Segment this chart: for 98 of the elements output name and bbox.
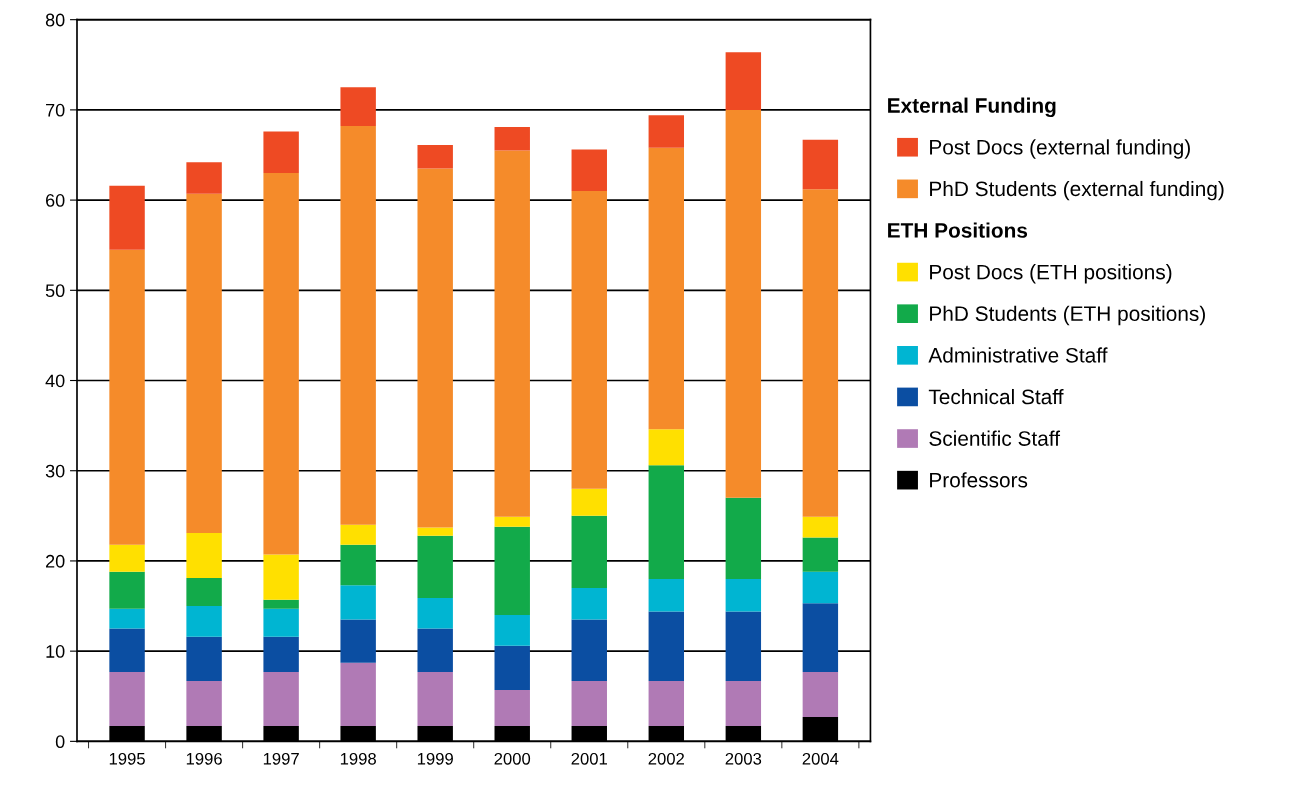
bar [725, 497, 762, 579]
bar [340, 524, 376, 545]
y-tick-label: 10 [46, 645, 65, 658]
bar [109, 608, 145, 629]
bar [648, 680, 685, 727]
x-tick-label: 2000 [494, 752, 531, 765]
bar [725, 52, 762, 110]
bar [340, 619, 376, 663]
bar [340, 87, 376, 127]
legend-label: Post Docs (ETH positions) [930, 264, 1172, 284]
bar [494, 526, 530, 616]
legend-label: PhD Students (external funding) [930, 180, 1224, 201]
bar [340, 126, 376, 525]
bar [571, 619, 607, 681]
bar [648, 578, 685, 612]
bar [725, 578, 762, 612]
bar [186, 606, 222, 637]
y-tick-label: 0 [55, 735, 65, 749]
x-tick-label: 1995 [109, 752, 145, 765]
y-tick-label: 50 [45, 284, 65, 298]
y-tick-label: 80 [45, 13, 65, 27]
x-tick-label: 2003 [725, 752, 762, 765]
legend-label: Scientific Staff [929, 430, 1061, 446]
bar [109, 185, 145, 250]
bar [109, 671, 145, 727]
bar [648, 147, 685, 430]
bar [186, 162, 222, 194]
y-tick-label: 20 [46, 554, 65, 568]
bar [417, 145, 453, 169]
text: External Funding [888, 97, 1056, 118]
legend-label: Administrative Staff [928, 347, 1108, 363]
bar [417, 527, 453, 536]
bar [725, 109, 762, 498]
bar [263, 599, 299, 609]
bar [494, 127, 530, 151]
bar [802, 139, 839, 190]
bar [263, 671, 299, 727]
bar [417, 628, 453, 672]
bar [571, 515, 607, 588]
y-tick-label: 60 [46, 194, 65, 207]
bar [494, 615, 530, 646]
bar [802, 571, 839, 604]
bar [340, 585, 376, 620]
bar [340, 662, 376, 727]
y-tick-label: 40 [45, 374, 65, 388]
bar [186, 680, 222, 727]
bar [186, 636, 222, 681]
bar [417, 168, 453, 528]
bar [571, 680, 607, 727]
bar [494, 150, 530, 517]
bar [802, 537, 839, 572]
bar [417, 671, 453, 727]
bar [494, 689, 530, 727]
bar [263, 131, 299, 174]
bar [571, 488, 607, 516]
bar [648, 465, 685, 579]
bar [494, 645, 530, 690]
legend-label: Post Docs (external funding) [930, 139, 1190, 159]
bar [186, 532, 222, 579]
bar [648, 429, 685, 466]
bar [263, 608, 299, 637]
x-tick-label: 1999 [417, 752, 453, 765]
x-tick-label: 2004 [802, 752, 839, 765]
y-tick-label: 70 [46, 103, 65, 117]
bar [802, 671, 839, 717]
bar [648, 115, 685, 148]
bar [802, 189, 839, 517]
bar [802, 603, 839, 672]
bar [186, 193, 222, 533]
bar [109, 628, 145, 672]
legend-label: Technical Staff [928, 388, 1064, 405]
bar [263, 173, 299, 555]
bar [340, 544, 376, 586]
bar [725, 611, 762, 681]
x-tick-label: 2001 [571, 752, 607, 765]
bar [571, 149, 607, 192]
x-tick-label: 1998 [340, 752, 376, 765]
bar [571, 191, 607, 489]
bar [186, 578, 222, 607]
bar [109, 249, 145, 545]
legend-label: Professors [930, 472, 1028, 488]
bar [263, 636, 299, 672]
bar [263, 554, 299, 600]
x-tick-label: 2002 [648, 752, 684, 765]
bar [571, 588, 607, 620]
bar [417, 535, 453, 598]
text: ETH Positions [888, 222, 1028, 238]
legend-label: PhD Students (ETH positions) [930, 305, 1205, 326]
x-tick-label: 1997 [263, 752, 299, 765]
bar [725, 680, 762, 727]
bar [648, 611, 685, 681]
y-tick-label: 30 [45, 464, 65, 478]
x-tick-label: 1996 [186, 752, 222, 765]
bar [494, 516, 530, 527]
bar [417, 597, 453, 629]
bar [802, 516, 839, 538]
bar [109, 544, 145, 572]
bar [109, 571, 145, 609]
